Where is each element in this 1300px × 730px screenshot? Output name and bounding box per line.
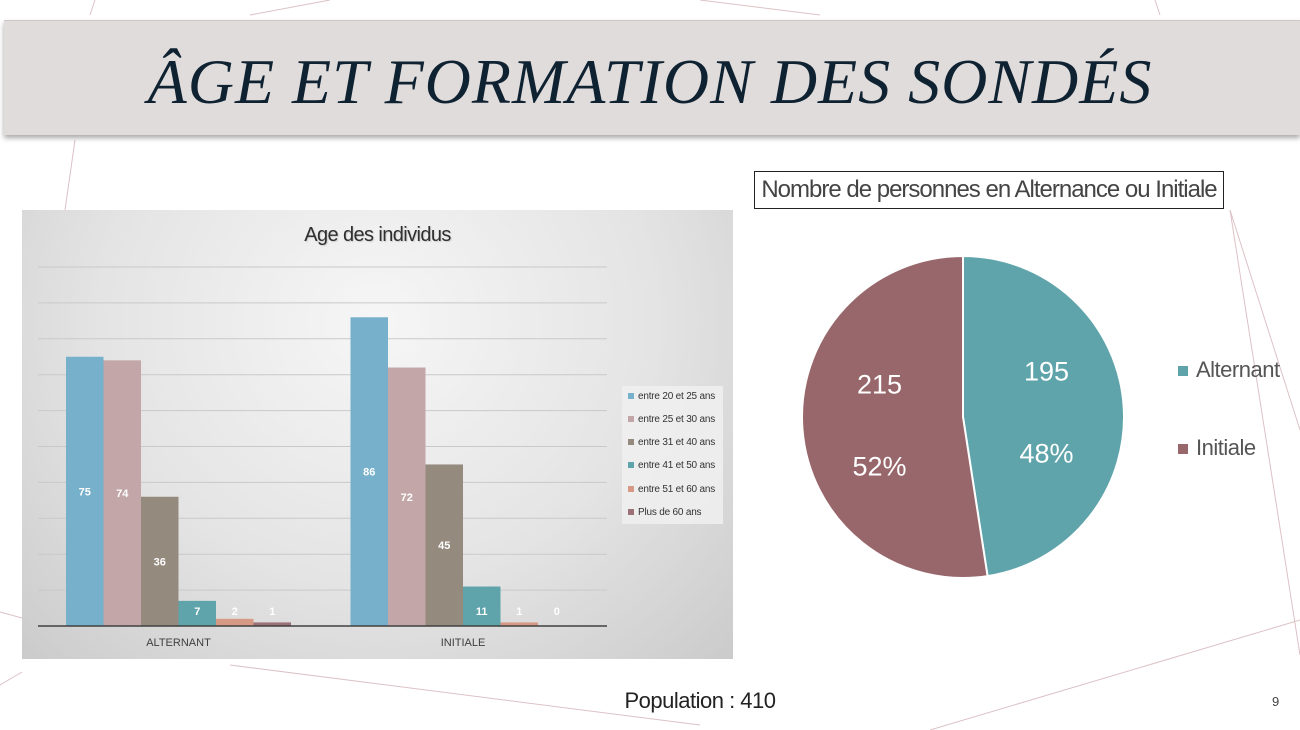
title-banner: [4, 20, 1300, 135]
bar-value-label: 0: [554, 606, 560, 618]
legend-swatch: [628, 439, 634, 446]
bar-value-label: 2: [232, 606, 238, 618]
legend-label: entre 51 et 60 ans: [638, 484, 716, 495]
bar: [141, 496, 179, 626]
pie-slice: [962, 254, 1125, 578]
legend-item: entre 20 et 25 ans: [628, 391, 715, 402]
legend-swatch: [628, 393, 634, 400]
legend-item: entre 41 et 50 ans: [628, 460, 715, 471]
legend-label: entre 31 et 40 ans: [638, 437, 716, 448]
pie-slice: [801, 254, 989, 579]
legend-item: entre 31 et 40 ans: [628, 437, 715, 448]
bar-value-label: 1: [269, 606, 275, 618]
legend-swatch: [628, 416, 634, 423]
pie-legend-swatch: [1178, 366, 1188, 377]
pie-legend-label: Alternant: [1196, 357, 1280, 382]
bar: [463, 586, 501, 626]
bar: [350, 317, 388, 626]
pie-chart: 195 48% 215 52%: [801, 254, 1125, 579]
pie-legend-item: Initiale: [1178, 435, 1256, 461]
bar: [178, 600, 216, 626]
population-caption: Population : 410: [624, 688, 776, 713]
bar-value-label: 1: [516, 606, 522, 618]
slide-number: 9: [1272, 694, 1280, 709]
bar-value-label: 7: [194, 606, 200, 618]
bar-value-label: 72: [401, 492, 413, 504]
slide-title: ÂGE ET FORMATION DES SONDÉS: [147, 46, 1153, 117]
bar: [103, 360, 141, 626]
pie-legend-swatch: [1178, 444, 1188, 455]
pie-value-label: 195: [1024, 357, 1069, 387]
category-label: INITIALE: [441, 637, 486, 649]
pie-percent-label: 52%: [853, 451, 907, 481]
legend-item: Plus de 60 ans: [628, 507, 702, 518]
legend-item: entre 51 et 60 ans: [628, 484, 715, 495]
pie-chart-title: Nombre de personnes en Alternance ou Ini…: [754, 171, 1224, 209]
pie-value-label: 215: [857, 369, 902, 399]
bar: [216, 618, 254, 626]
bar-chart-title: Age des individus: [304, 224, 451, 246]
bar-value-label: 45: [438, 540, 450, 552]
legend-swatch: [628, 509, 634, 516]
bar: [500, 622, 538, 626]
bar: [66, 356, 104, 626]
pie-legend-item: Alternant: [1178, 357, 1280, 383]
pie-legend-label: Initiale: [1196, 435, 1256, 460]
legend-swatch: [628, 462, 634, 469]
bar-value-label: 11: [476, 606, 488, 618]
legend-swatch: [628, 486, 634, 493]
bar-value-label: 75: [79, 486, 91, 498]
legend-item: entre 25 et 30 ans: [628, 414, 715, 425]
bar: [253, 622, 291, 626]
bar: [388, 367, 426, 626]
bar-value-label: 36: [154, 556, 166, 568]
bar: [425, 464, 463, 626]
legend-label: Plus de 60 ans: [638, 507, 702, 518]
category-label: ALTERNANT: [146, 637, 211, 649]
bar-chart-legend: entre 20 et 25 ans entre 25 et 30 ans en…: [622, 386, 723, 524]
pie-percent-label: 48%: [1019, 439, 1073, 469]
bar-value-label: 74: [116, 488, 129, 500]
legend-label: entre 20 et 25 ans: [638, 391, 716, 402]
bar-value-label: 86: [363, 467, 375, 479]
legend-label: entre 41 et 50 ans: [638, 460, 716, 471]
legend-label: entre 25 et 30 ans: [638, 414, 716, 425]
